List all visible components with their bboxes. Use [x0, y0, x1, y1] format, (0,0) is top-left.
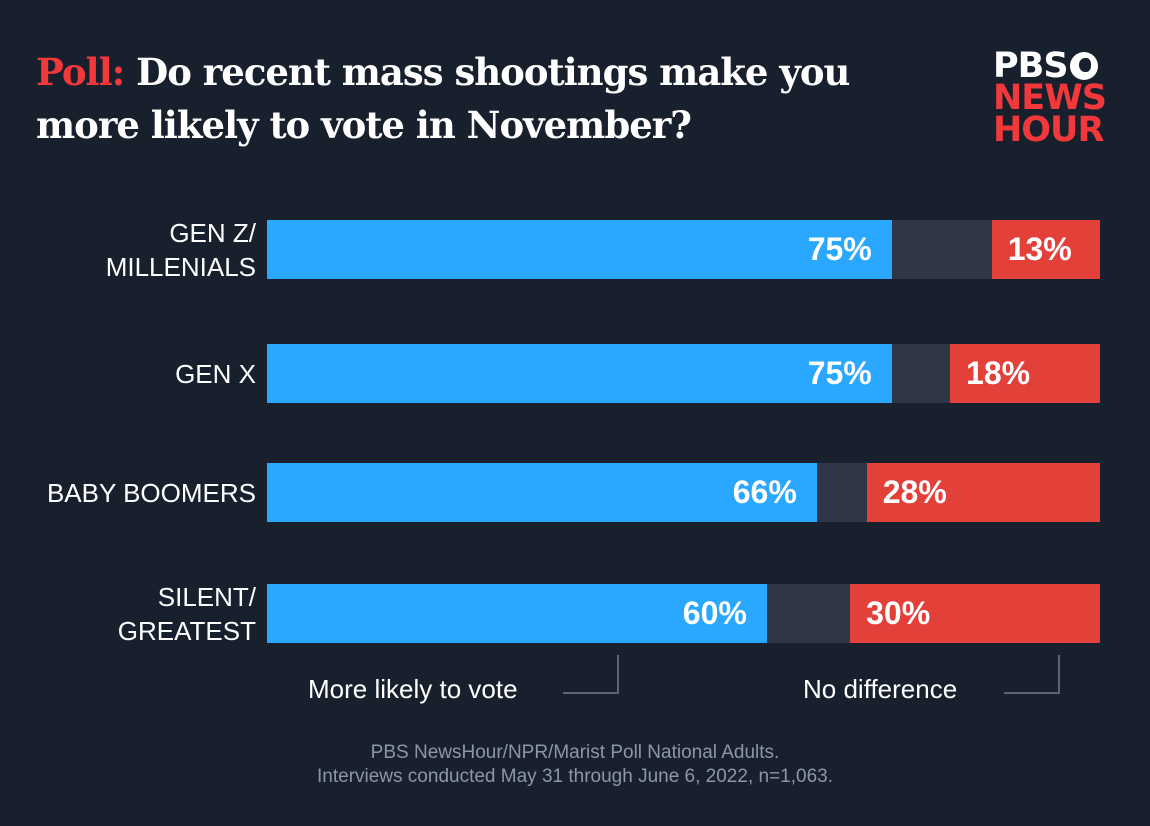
- data-label: 30%: [866, 595, 931, 631]
- pbs-head-icon: [1069, 52, 1098, 80]
- data-label: 75%: [807, 355, 872, 391]
- annotation-more-likely-bracket: [563, 655, 619, 694]
- data-label: 28%: [882, 474, 947, 510]
- bar-middle: [816, 463, 867, 522]
- data-label: 75%: [807, 231, 872, 267]
- bar-more-likely: [267, 220, 892, 279]
- annotation-no-difference: No difference: [803, 674, 958, 704]
- title-highlight: Poll:: [36, 50, 125, 94]
- bar-no-difference: [991, 220, 1100, 279]
- source-note: PBS NewsHour/NPR/Marist Poll National Ad…: [0, 741, 1150, 789]
- bar-no-difference: [866, 463, 1100, 522]
- logo-pbs: PBS: [993, 46, 1069, 86]
- data-label: 66%: [732, 474, 797, 510]
- bar-middle: [766, 584, 851, 643]
- annotation-no-difference-bracket: [1004, 655, 1060, 694]
- bar-more-likely: [267, 344, 892, 403]
- data-label: 60%: [682, 595, 747, 631]
- data-label: 13%: [1007, 231, 1072, 267]
- logo-hour: HOUR: [993, 110, 1104, 150]
- bar-no-difference: [950, 344, 1100, 403]
- chart-title: Poll: Do recent mass shootings make you …: [36, 46, 956, 152]
- bar-more-likely: [267, 463, 817, 522]
- title-text: Do recent mass shootings make you more l…: [36, 50, 850, 147]
- bar-middle: [891, 220, 992, 279]
- pbs-newshour-logo: PBS NEWS HOUR: [993, 46, 1107, 150]
- bar-no-difference: [850, 584, 1100, 643]
- bar-more-likely: [267, 584, 767, 643]
- category-label: GEN X: [175, 358, 256, 389]
- source-line-2: Interviews conducted May 31 through June…: [317, 766, 833, 787]
- logo-news: NEWS: [993, 78, 1107, 118]
- bar-middle: [891, 344, 951, 403]
- source-line-1: PBS NewsHour/NPR/Marist Poll National Ad…: [370, 742, 780, 763]
- category-label: SILENT/GREATEST: [117, 581, 256, 646]
- category-label: GEN Z/MILLENIALS: [105, 217, 256, 282]
- data-label: 18%: [966, 355, 1031, 391]
- annotation-more-likely: More likely to vote: [308, 674, 518, 704]
- category-label: BABY BOOMERS: [46, 477, 256, 508]
